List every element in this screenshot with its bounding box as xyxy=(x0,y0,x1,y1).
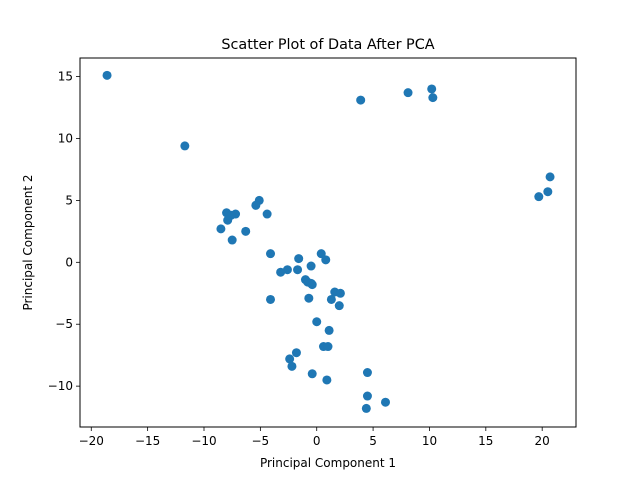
data-point-2 xyxy=(180,141,190,151)
data-point-48 xyxy=(362,391,372,401)
data-point-16 xyxy=(223,215,233,225)
x-tick-label: −5 xyxy=(252,434,270,448)
x-tick-label: −10 xyxy=(191,434,216,448)
data-point-6 xyxy=(428,93,438,103)
data-point-39 xyxy=(324,325,334,335)
data-point-38 xyxy=(312,317,322,327)
data-point-8 xyxy=(543,187,553,197)
y-tick-label: 10 xyxy=(58,131,73,145)
x-tick-label: −20 xyxy=(79,434,104,448)
y-tick-label: 15 xyxy=(58,70,73,84)
data-point-26 xyxy=(282,265,292,275)
plot-frame xyxy=(79,57,577,428)
data-point-7 xyxy=(545,172,555,182)
data-point-24 xyxy=(306,261,316,271)
data-point-5 xyxy=(427,84,437,94)
data-point-43 xyxy=(285,354,295,364)
data-point-21 xyxy=(316,249,326,259)
x-axis-ticks: −20 −15 −10 −5 0 5 10 15 20 xyxy=(79,427,550,448)
x-tick-label: 10 xyxy=(422,434,437,448)
data-point-47 xyxy=(322,375,332,385)
data-point-22 xyxy=(294,254,304,264)
data-point-17 xyxy=(216,224,226,234)
x-tick-label: 15 xyxy=(478,434,493,448)
data-point-49 xyxy=(380,397,390,407)
data-point-37 xyxy=(334,301,344,311)
data-point-34 xyxy=(266,294,276,304)
data-point-42 xyxy=(291,348,301,358)
data-point-50 xyxy=(361,403,371,413)
y-tick-label: −5 xyxy=(55,317,73,331)
data-point-23 xyxy=(321,255,331,265)
y-axis-ticks: −10 −5 0 5 10 15 xyxy=(48,70,80,393)
data-point-18 xyxy=(241,226,251,236)
data-point-20 xyxy=(266,249,276,259)
data-point-33 xyxy=(335,288,345,298)
data-point-3 xyxy=(356,95,366,105)
data-point-11 xyxy=(251,200,261,210)
y-tick-label: 0 xyxy=(65,255,73,269)
x-tick-label: −15 xyxy=(135,434,160,448)
data-point-25 xyxy=(293,265,303,275)
x-tick-label: 20 xyxy=(535,434,550,448)
data-point-27 xyxy=(276,267,286,277)
data-point-1 xyxy=(102,70,112,80)
data-point-41 xyxy=(323,342,333,352)
data-point-45 xyxy=(362,368,372,378)
data-point-9 xyxy=(534,192,544,202)
x-axis-label: Principal Component 1 xyxy=(260,456,396,470)
y-axis-label: Principal Component 2 xyxy=(21,174,35,310)
chart-title: Scatter Plot of Data After PCA xyxy=(221,37,434,53)
data-point-12 xyxy=(262,209,272,219)
x-tick-label: 0 xyxy=(313,434,321,448)
data-point-4 xyxy=(403,88,413,98)
data-point-31 xyxy=(307,280,317,290)
data-point-35 xyxy=(304,293,314,303)
x-tick-label: 5 xyxy=(369,434,377,448)
data-point-36 xyxy=(326,294,336,304)
y-tick-label: −10 xyxy=(48,379,73,393)
data-point-46 xyxy=(307,369,317,379)
data-points xyxy=(102,70,555,413)
data-point-44 xyxy=(287,361,297,371)
y-tick-label: 5 xyxy=(65,193,73,207)
data-point-19 xyxy=(227,235,237,245)
